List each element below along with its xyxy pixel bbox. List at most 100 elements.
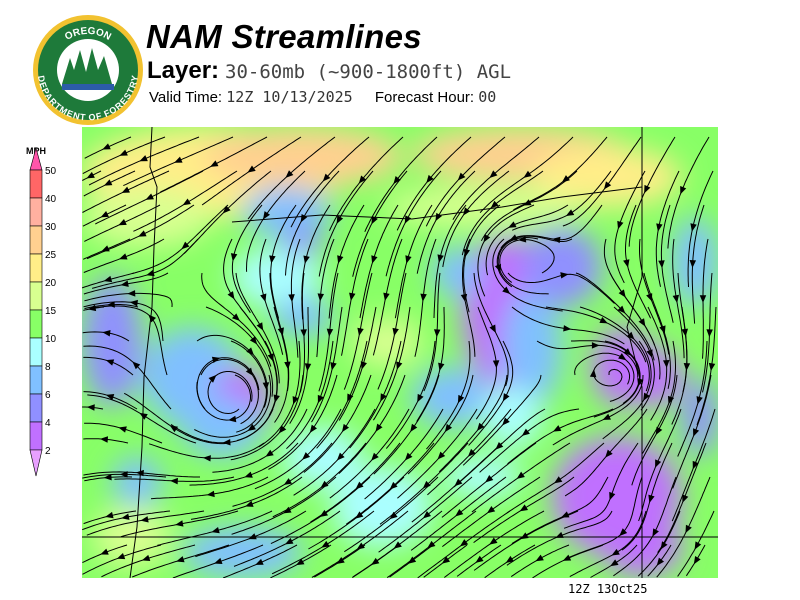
arrowhead-icon [380,393,387,402]
arrowhead-icon [618,353,627,361]
arrowhead-icon [655,459,662,468]
arrowhead-icon [206,490,215,498]
arrowhead-icon [140,516,149,523]
arrowhead-icon [638,318,646,327]
legend-swatch [29,169,43,199]
arrowhead-icon [302,452,311,460]
arrowhead-icon [420,293,427,302]
arrowhead-icon [422,480,431,489]
arrowhead-icon [244,471,253,478]
arrowhead-icon [337,255,344,264]
arrowhead-icon [699,295,707,303]
legend-tick: 10 [45,334,57,345]
arrowhead-icon [489,324,496,333]
arrowhead-icon [599,317,608,324]
arrowhead-icon [322,173,331,182]
arrowhead-icon [211,526,220,534]
arrowhead-icon [262,211,270,220]
arrowhead-icon [278,425,287,434]
arrowhead-icon [317,293,325,302]
arrowhead-icon [637,378,644,387]
arrowhead-icon [118,218,127,226]
arrowhead-icon [127,290,136,297]
wind-speed-region [282,227,322,257]
legend-tick: 4 [45,418,51,429]
arrowhead-icon [292,396,299,405]
arrowhead-icon [502,286,511,295]
arrowhead-icon [105,511,114,519]
arrowhead-icon [105,359,115,366]
arrowhead-icon [321,540,330,548]
arrowhead-icon [349,292,356,301]
arrowhead-icon [371,215,378,225]
legend-tick: 30 [45,222,57,233]
arrowhead-icon [655,426,663,436]
page-title: NAM Streamlines [146,18,422,55]
wind-speed-region [352,317,422,367]
layer-value: 30-60mb (~900-1800ft) AGL [225,61,512,83]
arrowhead-icon [560,272,569,279]
arrowhead-icon [393,541,402,549]
layer-label: Layer: [147,57,220,84]
arrowhead-icon [523,170,532,178]
streamline-map [82,127,718,578]
legend-swatch [29,225,43,255]
arrowhead-icon [555,531,564,538]
legend-swatch [29,421,43,451]
arrowhead-icon [371,255,378,264]
arrowhead-icon [554,476,563,484]
arrowhead-icon [502,417,510,426]
arrowhead-icon [427,540,436,549]
arrowhead-icon [284,361,291,370]
arrowhead-icon [648,494,655,504]
arrowhead-icon [227,291,235,300]
arrowhead-icon [626,331,635,340]
legend-swatch [29,393,43,423]
arrowhead-icon [417,393,424,403]
color-legend: MPH504030252015108642 [26,146,57,477]
arrowhead-icon [486,506,496,514]
arrowhead-icon [118,426,127,433]
arrowhead-icon [435,212,443,222]
arrowhead-icon [248,533,257,540]
arrowhead-icon [121,186,130,193]
arrowhead-icon [86,404,95,411]
arrowhead-icon [672,294,680,303]
arrowhead-icon [202,455,211,462]
arrowhead-icon [561,511,570,518]
arrowhead-icon [210,160,219,167]
arrowhead-icon [467,448,476,457]
arrowhead-icon [231,313,240,321]
legend-swatch [29,253,43,283]
arrowhead-icon [689,260,697,268]
valid-value: 12Z 10/13/2025 [226,88,353,106]
arrowhead-icon [659,325,666,334]
legend-tick: 50 [45,166,57,177]
arrowhead-icon [492,360,500,369]
arrowhead-icon [623,348,632,356]
arrowhead-icon [296,558,305,566]
arrowhead-icon [404,452,413,461]
arrowhead-icon [619,528,628,536]
wind-speed-region [502,287,562,407]
legend-tick: 20 [45,278,57,289]
legend-swatch [29,197,43,227]
state-border [626,127,643,578]
arrowhead-icon [86,171,95,179]
arrowhead-icon [371,452,379,461]
arrowhead-icon [438,362,445,371]
arrowhead-icon [181,241,190,250]
arrowhead-icon [132,361,141,370]
arrowhead-icon [341,423,350,433]
arrowhead-icon [247,423,256,431]
arrowhead-icon [605,449,613,458]
arrowhead-icon [485,474,494,483]
arrowhead-icon [375,423,383,432]
arrowhead-icon [475,555,484,563]
arrowhead-icon [603,181,612,190]
wind-speed-region [182,397,262,457]
forecast-value: 00 [478,88,497,106]
arrowhead-icon [121,513,130,520]
arrowhead-icon [483,234,491,243]
arrowhead-icon [652,528,659,537]
